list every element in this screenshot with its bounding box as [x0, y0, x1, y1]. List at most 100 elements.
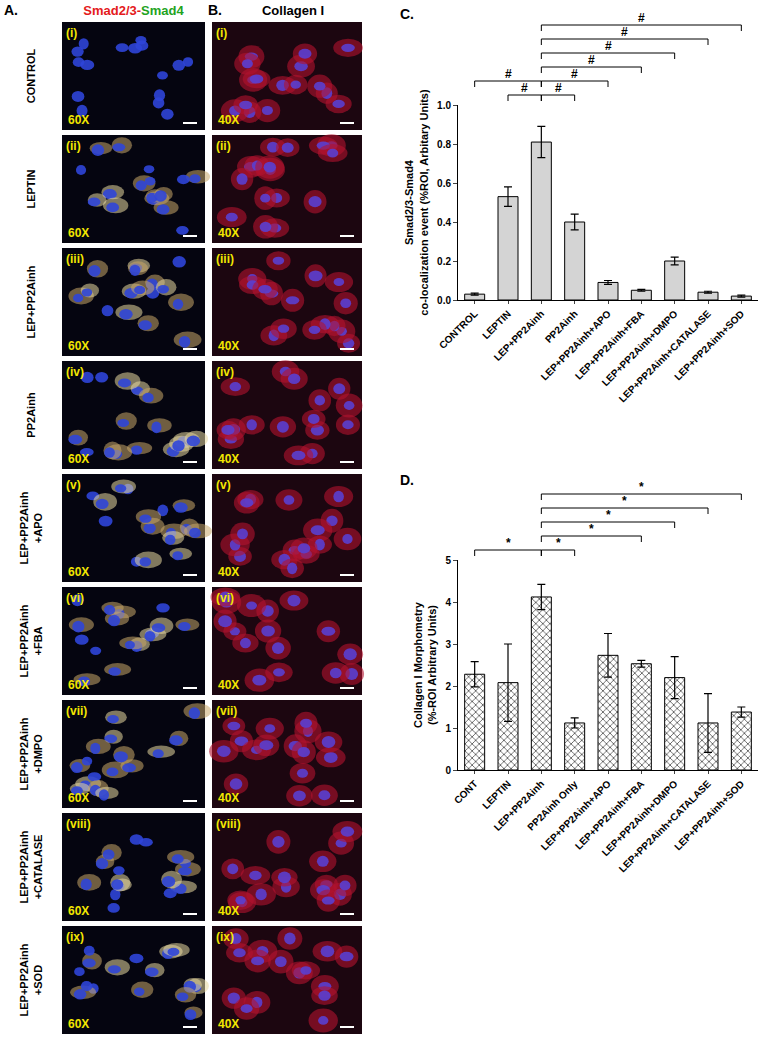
svg-text:LEP+PP2Ainh: LEP+PP2Ainh [492, 778, 547, 833]
svg-text:0.4: 0.4 [437, 217, 451, 228]
svg-text:C.: C. [400, 6, 414, 22]
svg-text:60X: 60X [68, 113, 89, 127]
svg-text:LEP+PP2Ainh: LEP+PP2Ainh [18, 717, 30, 790]
svg-text:0.0: 0.0 [437, 295, 451, 306]
svg-text:*: * [622, 494, 627, 508]
svg-text:60X: 60X [68, 678, 89, 692]
svg-text:40X: 40X [218, 452, 239, 466]
svg-text:60X: 60X [68, 452, 89, 466]
svg-text:Smad2/3-Smad4: Smad2/3-Smad4 [83, 3, 184, 18]
svg-text:LEP+PP2Ainh+FBA: LEP+PP2Ainh+FBA [573, 778, 646, 851]
svg-text:(i): (i) [216, 26, 227, 40]
svg-text:LEP+PP2Ainh+DMPO: LEP+PP2Ainh+DMPO [600, 778, 680, 858]
svg-text:#: # [638, 11, 645, 25]
svg-text:(iv): (iv) [66, 365, 84, 379]
svg-text:CONT: CONT [452, 778, 480, 806]
svg-text:0.6: 0.6 [437, 178, 451, 189]
svg-text:(viii): (viii) [216, 817, 241, 831]
svg-text:*: * [556, 536, 561, 550]
svg-text:(ix): (ix) [66, 930, 84, 944]
svg-text:60X: 60X [68, 1017, 89, 1031]
svg-text:#: # [505, 67, 512, 81]
svg-text:40X: 40X [218, 339, 239, 353]
svg-text:1.0: 1.0 [437, 100, 451, 111]
svg-text:40X: 40X [218, 226, 239, 240]
svg-text:40X: 40X [218, 565, 239, 579]
svg-text:LEP+PP2Ainh+APO: LEP+PP2Ainh+APO [539, 778, 613, 852]
svg-text:(ii): (ii) [216, 139, 231, 153]
svg-text:Collagen I Morphometry(%-ROI A: Collagen I Morphometry(%-ROI Arbitrary U… [412, 601, 438, 728]
svg-text:40X: 40X [218, 113, 239, 127]
svg-text:5: 5 [445, 555, 451, 566]
svg-text:40X: 40X [218, 1017, 239, 1031]
svg-text:(vii): (vii) [66, 704, 87, 718]
svg-text:(ix): (ix) [216, 930, 234, 944]
svg-text:40X: 40X [218, 791, 239, 805]
svg-text:60X: 60X [68, 791, 89, 805]
svg-text:A.: A. [4, 2, 18, 18]
svg-text:PP2Ainh: PP2Ainh [25, 392, 37, 438]
svg-text:LEP+PP2Ainh: LEP+PP2Ainh [492, 308, 547, 363]
svg-text:PP2Ainh: PP2Ainh [543, 308, 580, 345]
svg-text:*: * [639, 480, 644, 494]
svg-text:3: 3 [445, 639, 451, 650]
svg-text:LEP+PP2Ainh+DMPO: LEP+PP2Ainh+DMPO [600, 308, 680, 388]
svg-text:40X: 40X [218, 678, 239, 692]
svg-text:LEP+PP2Ainh+FBA: LEP+PP2Ainh+FBA [573, 308, 646, 381]
svg-text:4: 4 [445, 597, 451, 608]
svg-text:2: 2 [445, 681, 451, 692]
svg-text:(iv): (iv) [216, 365, 234, 379]
svg-text:#: # [588, 53, 595, 67]
svg-text:0.8: 0.8 [437, 139, 451, 150]
svg-text:0: 0 [445, 765, 451, 776]
svg-text:#: # [555, 81, 562, 95]
svg-text:CONTROL: CONTROL [25, 49, 37, 104]
svg-text:LEP+PP2Ainh: LEP+PP2Ainh [18, 830, 30, 903]
svg-text:LEP+PP2Ainh: LEP+PP2Ainh [18, 943, 30, 1016]
svg-text:#: # [521, 81, 528, 95]
svg-text:(vi): (vi) [66, 591, 84, 605]
svg-text:*: * [506, 536, 511, 550]
svg-text:+FBA: +FBA [32, 626, 44, 655]
svg-text:LEP+PP2Ainh+CATALASE: LEP+PP2Ainh+CATALASE [617, 778, 714, 875]
svg-text:0.2: 0.2 [437, 256, 451, 267]
svg-text:LEP+PP2Ainh+SOD: LEP+PP2Ainh+SOD [672, 778, 746, 852]
svg-text:40X: 40X [218, 904, 239, 918]
svg-text:LEP+PP2Ainh+CATALASE: LEP+PP2Ainh+CATALASE [617, 308, 714, 405]
svg-text:60X: 60X [68, 565, 89, 579]
svg-text:LEPTIN: LEPTIN [480, 778, 513, 811]
svg-text:CONTROL: CONTROL [437, 308, 480, 351]
svg-text:+DMPO: +DMPO [32, 734, 44, 774]
svg-text:B.: B. [208, 2, 222, 18]
svg-text:LEP+PP2Ainh: LEP+PP2Ainh [18, 604, 30, 677]
svg-text:(vii): (vii) [216, 704, 237, 718]
svg-text:(v): (v) [216, 478, 231, 492]
svg-text:(viii): (viii) [66, 817, 91, 831]
svg-text:LEPTIN: LEPTIN [480, 308, 513, 341]
svg-text:#: # [571, 67, 578, 81]
svg-text:+SOD: +SOD [32, 965, 44, 995]
svg-text:Smad2/3-Smad4co-localization e: Smad2/3-Smad4co-localization event (%ROI… [403, 89, 429, 316]
svg-text:LEP+PP2Ainh+APO: LEP+PP2Ainh+APO [539, 308, 613, 382]
svg-text:PP2Ainh Only: PP2Ainh Only [525, 778, 580, 833]
svg-text:*: * [589, 522, 594, 536]
svg-text:(iii): (iii) [216, 252, 234, 266]
svg-text:60X: 60X [68, 904, 89, 918]
svg-text:(vi): (vi) [216, 591, 234, 605]
svg-text:(i): (i) [66, 26, 77, 40]
svg-text:LEP+PP2Ainh: LEP+PP2Ainh [18, 491, 30, 564]
svg-text:1: 1 [445, 723, 451, 734]
svg-text:(ii): (ii) [66, 139, 81, 153]
svg-text:*: * [606, 508, 611, 522]
svg-text:(v): (v) [66, 478, 81, 492]
svg-text:Collagen I: Collagen I [262, 3, 324, 18]
svg-text:LEP+PP2Ainh: LEP+PP2Ainh [25, 265, 37, 338]
svg-text:60X: 60X [68, 226, 89, 240]
svg-text:LEPTIN: LEPTIN [25, 169, 37, 208]
svg-text:LEP+PP2Ainh+SOD: LEP+PP2Ainh+SOD [672, 308, 746, 382]
svg-text:#: # [621, 25, 628, 39]
svg-text:+CATALASE: +CATALASE [32, 835, 44, 900]
svg-text:#: # [605, 39, 612, 53]
svg-text:+APO: +APO [32, 512, 44, 543]
svg-text:60X: 60X [68, 339, 89, 353]
